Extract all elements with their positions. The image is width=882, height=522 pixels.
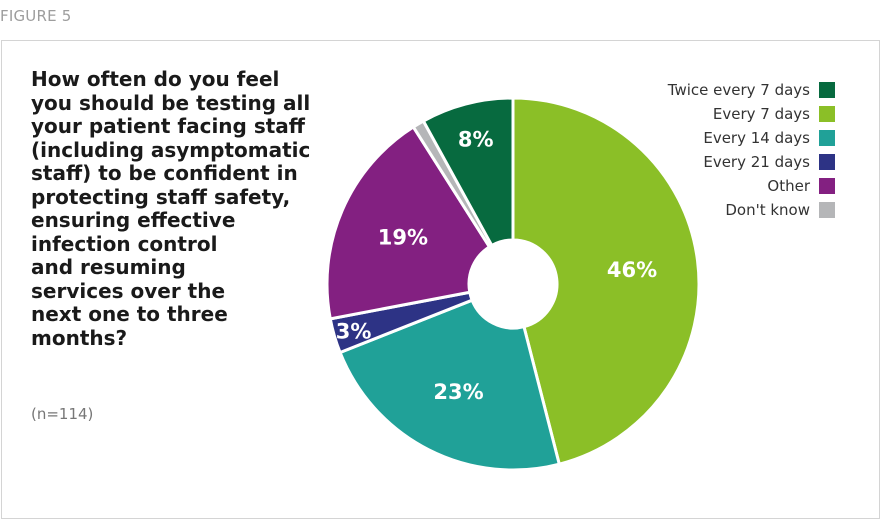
data-label-every-14-days: 23% [433, 380, 483, 404]
figure-label: FIGURE 5 [0, 7, 72, 25]
data-label-every-7-days: 46% [607, 258, 657, 282]
data-label-every-21-days: 3% [336, 319, 372, 343]
legend-swatch [819, 130, 835, 146]
legend-swatch [819, 82, 835, 98]
figure-panel [1, 40, 880, 519]
legend-item-every-7-days: Every 7 days [668, 102, 835, 126]
sample-size: (n=114) [31, 405, 94, 423]
slice-other [325, 125, 491, 321]
data-label-twice-every-7-days: 8% [458, 128, 494, 152]
chart-legend: Twice every 7 days Every 7 days Every 14 d… [668, 78, 835, 222]
legend-label: Every 7 days [712, 105, 810, 123]
legend-item-every-14-days: Every 14 days [668, 126, 835, 150]
survey-question: How often do you feel you should be test… [31, 67, 311, 350]
legend-label: Other [767, 177, 810, 195]
legend-item-don-t-know: Don't know [668, 198, 835, 222]
legend-swatch [819, 178, 835, 194]
legend-label: Every 14 days [703, 129, 810, 147]
legend-swatch [819, 154, 835, 170]
legend-item-other: Other [668, 174, 835, 198]
data-label-other: 19% [378, 225, 428, 249]
slice-every-14-days [338, 298, 561, 472]
legend-item-twice-every-7-days: Twice every 7 days [668, 78, 835, 102]
slice-every-7-days [511, 96, 701, 466]
legend-label: Don't know [725, 201, 810, 219]
legend-swatch [819, 202, 835, 218]
slice-twice-every-7-days [421, 96, 515, 247]
legend-item-every-21-days: Every 21 days [668, 150, 835, 174]
legend-label: Twice every 7 days [667, 81, 810, 99]
legend-label: Every 21 days [703, 153, 810, 171]
legend-swatch [819, 106, 835, 122]
